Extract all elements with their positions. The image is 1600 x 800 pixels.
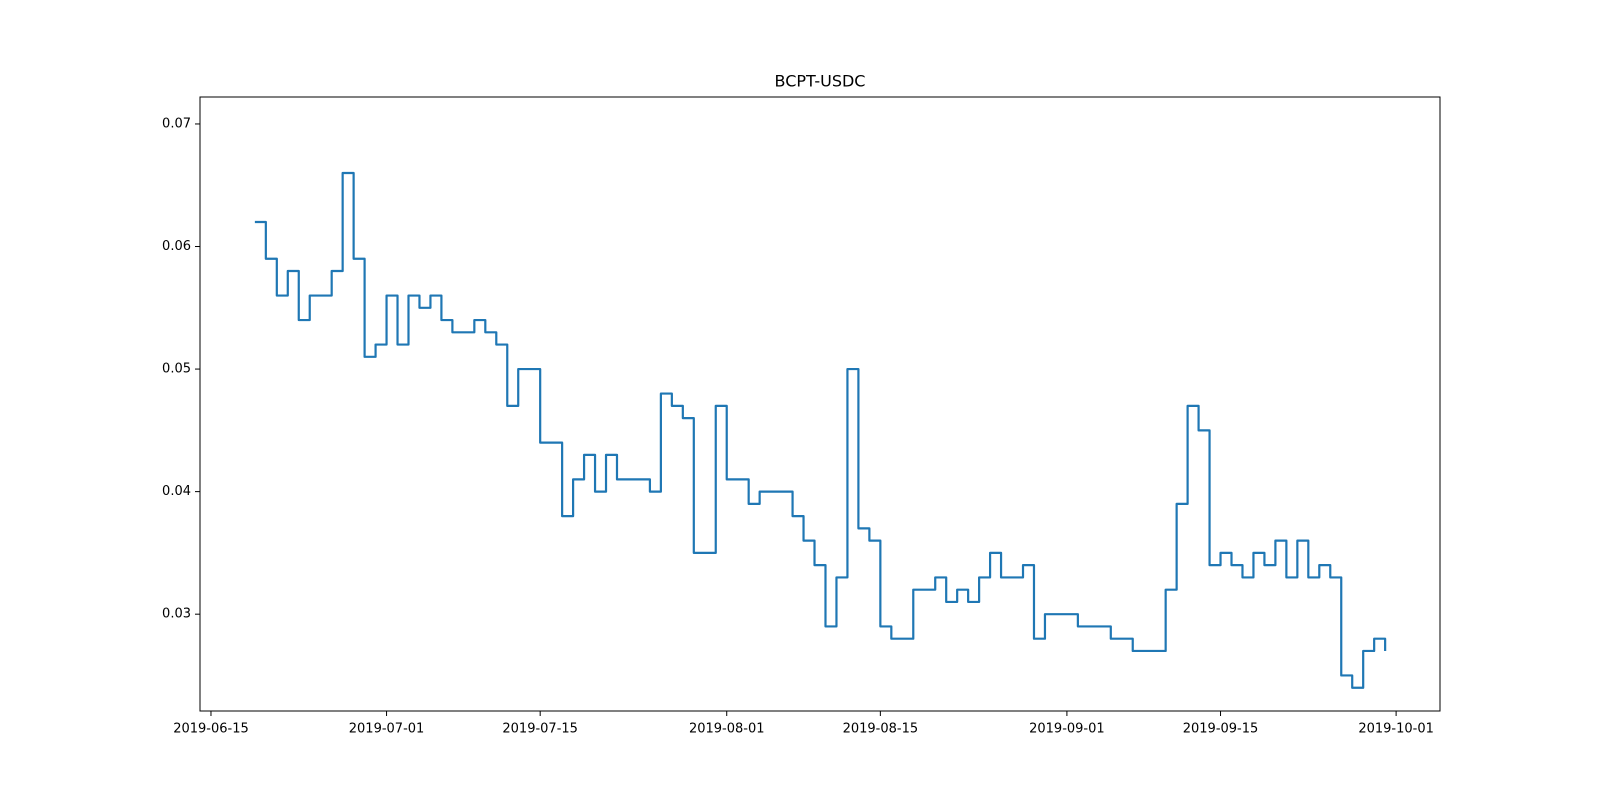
chart-title: BCPT-USDC	[775, 72, 866, 91]
x-tick-label: 2019-09-15	[1183, 722, 1259, 737]
x-tick-label: 2019-06-15	[173, 722, 249, 737]
y-tick-label: 0.04	[162, 484, 191, 499]
plot-frame	[199, 96, 1441, 712]
data-line	[254, 171, 1387, 689]
y-tick-label: 0.06	[162, 239, 191, 254]
y-tick-label: 0.07	[162, 116, 191, 131]
x-tick-label: 2019-08-15	[843, 722, 919, 737]
x-tick-label: 2019-10-01	[1358, 722, 1434, 737]
y-tick-label: 0.03	[162, 607, 191, 622]
x-tick-label: 2019-08-01	[689, 722, 765, 737]
x-tick-label: 2019-07-01	[349, 722, 425, 737]
x-tick-label: 2019-09-01	[1029, 722, 1105, 737]
x-tick-label: 2019-07-15	[502, 722, 578, 737]
y-tick-label: 0.05	[162, 362, 191, 377]
